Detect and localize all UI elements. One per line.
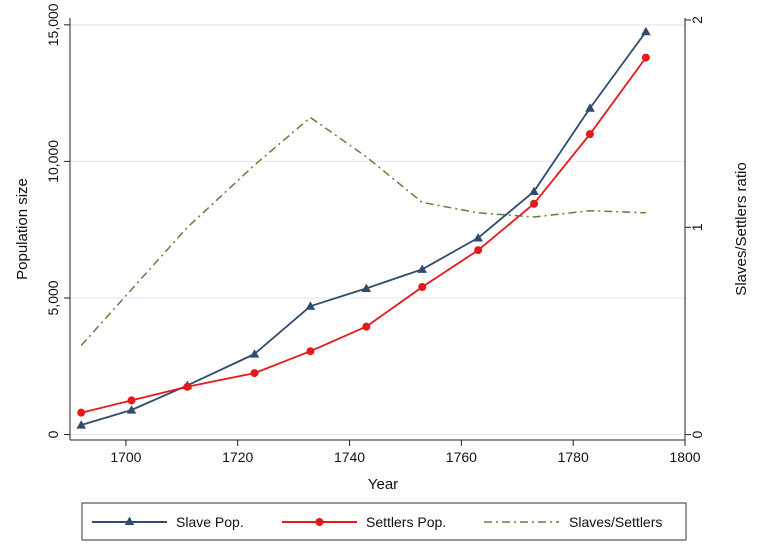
data-point-slave-pop [305, 301, 316, 310]
x-tick-label: 1760 [446, 449, 477, 465]
y-tick-label: 5,000 [45, 280, 61, 315]
series-line-slaves-settlers [80, 116, 646, 347]
x-tick-label: 1800 [669, 449, 700, 465]
plot-background [70, 18, 685, 440]
legend-label-settlers-pop: Settlers Pop. [366, 514, 446, 530]
data-point-slave-pop [641, 26, 651, 36]
data-point-slave-pop [361, 283, 372, 292]
data-point-settlers-pop [127, 396, 136, 405]
data-point-slave-pop [76, 420, 86, 429]
y-tick-label: 15,000 [45, 3, 61, 46]
legend-label-slave-pop: Slave Pop. [176, 514, 244, 530]
data-point-settlers-pop [306, 347, 315, 356]
data-point-settlers-pop [418, 283, 427, 292]
data-point-slave-pop [529, 186, 539, 195]
legend-item-slaves-settlers: Slaves/Settlers [484, 514, 662, 530]
legend-marker-slave-pop [124, 516, 135, 525]
legend-item-slave-pop: Slave Pop. [92, 514, 244, 530]
x-tick-label: 1780 [558, 449, 589, 465]
series-layer [76, 26, 651, 429]
y2-tick-label: 0 [689, 431, 705, 439]
x-tick-label: 1720 [222, 449, 253, 465]
y-tick-label: 0 [45, 430, 61, 438]
legend-marker-settlers-pop [315, 518, 324, 526]
legend-item-settlers-pop: Settlers Pop. [282, 514, 446, 530]
gridlines [70, 24, 685, 436]
data-point-slave-pop [473, 233, 483, 242]
data-point-settlers-pop [183, 382, 192, 391]
data-point-settlers-pop [641, 53, 650, 62]
x-axis-label: Year [368, 476, 398, 493]
y2-axis-label: Slaves/Settlers ratio [733, 162, 750, 295]
y2-tick-label: 2 [689, 16, 705, 24]
legend-label-slaves-settlers: Slaves/Settlers [569, 514, 662, 530]
data-point-settlers-pop [362, 322, 371, 331]
data-point-settlers-pop [474, 246, 483, 255]
data-point-settlers-pop [250, 369, 259, 378]
data-point-settlers-pop [530, 199, 539, 208]
data-point-slave-pop [417, 264, 427, 273]
y-axis-label: Population size [14, 178, 31, 280]
x-tick-label: 1740 [334, 449, 365, 465]
x-tick-label: 1700 [110, 449, 141, 465]
data-point-slave-pop [126, 405, 137, 414]
y-tick-label: 10,000 [45, 140, 61, 183]
data-point-settlers-pop [77, 408, 86, 417]
data-point-slave-pop [249, 349, 260, 358]
legend: Slave Pop. Settlers Pop. Slaves/Settlers [81, 502, 687, 541]
legend-box [81, 502, 687, 541]
y2-tick-label: 1 [689, 223, 705, 231]
data-point-settlers-pop [585, 130, 594, 139]
data-point-slave-pop [585, 103, 595, 112]
axes: 1700 1720 1740 1760 1780 1800 0 5,000 10,000 15,0… [45, 3, 705, 465]
